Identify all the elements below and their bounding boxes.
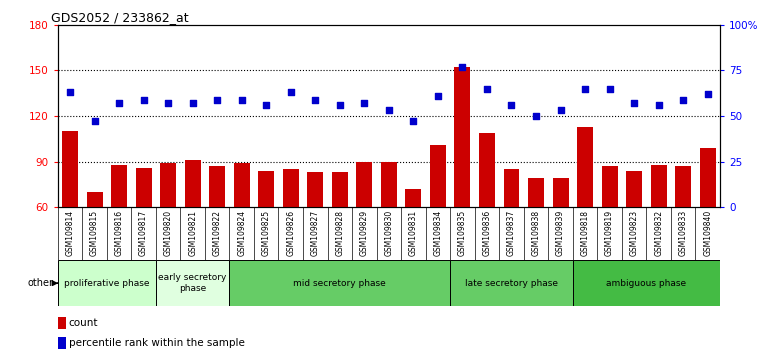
Point: [236, 97, 248, 102]
Text: count: count: [69, 318, 99, 329]
Bar: [58, 260, 156, 306]
Point: [530, 113, 542, 119]
Bar: [405, 189, 421, 298]
Point: [480, 86, 493, 91]
Point: [358, 100, 370, 106]
Bar: [626, 171, 642, 298]
Text: GSM109825: GSM109825: [262, 210, 271, 256]
Bar: [601, 166, 618, 298]
Bar: [528, 178, 544, 298]
Bar: [58, 337, 66, 349]
Text: early secretory
phase: early secretory phase: [159, 274, 227, 293]
Bar: [454, 67, 470, 298]
Text: GSM109824: GSM109824: [237, 210, 246, 256]
Bar: [332, 172, 348, 298]
Text: GSM109819: GSM109819: [605, 210, 614, 256]
Point: [604, 86, 616, 91]
Text: GSM109839: GSM109839: [556, 210, 565, 256]
Bar: [209, 166, 225, 298]
Text: GSM109815: GSM109815: [90, 210, 99, 256]
Text: proliferative phase: proliferative phase: [64, 279, 149, 288]
Text: GSM109831: GSM109831: [409, 210, 418, 256]
Text: GSM109836: GSM109836: [483, 210, 491, 256]
Text: other: other: [28, 278, 54, 288]
Text: GDS2052 / 233862_at: GDS2052 / 233862_at: [51, 11, 189, 24]
Text: GSM109822: GSM109822: [213, 210, 222, 256]
Text: ambiguous phase: ambiguous phase: [606, 279, 686, 288]
Point: [211, 97, 223, 102]
Bar: [479, 133, 495, 298]
Text: GSM109833: GSM109833: [678, 210, 688, 256]
Bar: [450, 260, 573, 306]
Text: GSM109840: GSM109840: [703, 210, 712, 256]
Bar: [58, 318, 66, 329]
Point: [186, 100, 199, 106]
Point: [333, 102, 346, 108]
Point: [89, 119, 101, 124]
Point: [677, 97, 689, 102]
Text: GSM109823: GSM109823: [630, 210, 638, 256]
Text: late secretory phase: late secretory phase: [465, 279, 558, 288]
Point: [432, 93, 444, 99]
Bar: [675, 166, 691, 298]
Point: [162, 100, 174, 106]
Bar: [553, 178, 568, 298]
Point: [505, 102, 517, 108]
Text: GSM109832: GSM109832: [654, 210, 663, 256]
Text: GSM109830: GSM109830: [384, 210, 393, 256]
Text: GSM109817: GSM109817: [139, 210, 148, 256]
Point: [554, 108, 567, 113]
Bar: [136, 167, 152, 298]
Bar: [62, 131, 78, 298]
Text: GSM109834: GSM109834: [434, 210, 443, 256]
Bar: [700, 148, 715, 298]
Text: GSM109828: GSM109828: [335, 210, 344, 256]
Text: GSM109826: GSM109826: [286, 210, 295, 256]
Text: GSM109814: GSM109814: [65, 210, 75, 256]
Text: GSM109818: GSM109818: [581, 210, 590, 256]
Point: [113, 100, 126, 106]
Bar: [577, 127, 593, 298]
Point: [64, 90, 76, 95]
Bar: [111, 165, 127, 298]
Bar: [160, 163, 176, 298]
Bar: [381, 161, 397, 298]
Point: [652, 102, 665, 108]
Bar: [156, 260, 229, 306]
Bar: [234, 163, 249, 298]
Point: [137, 97, 149, 102]
Point: [457, 64, 469, 69]
Point: [407, 119, 420, 124]
Bar: [258, 171, 274, 298]
Bar: [185, 160, 201, 298]
Text: mid secretory phase: mid secretory phase: [293, 279, 387, 288]
Text: GSM109821: GSM109821: [188, 210, 197, 256]
Bar: [504, 169, 520, 298]
Point: [285, 90, 297, 95]
Bar: [307, 172, 323, 298]
Bar: [86, 192, 102, 298]
Point: [309, 97, 321, 102]
Text: GSM109820: GSM109820: [163, 210, 172, 256]
Point: [260, 102, 273, 108]
Bar: [283, 169, 299, 298]
Text: GSM109816: GSM109816: [115, 210, 123, 256]
Text: GSM109829: GSM109829: [360, 210, 369, 256]
Text: GSM109827: GSM109827: [311, 210, 320, 256]
Text: GSM109835: GSM109835: [458, 210, 467, 256]
Text: percentile rank within the sample: percentile rank within the sample: [69, 338, 245, 348]
Point: [579, 86, 591, 91]
Point: [628, 100, 641, 106]
Bar: [357, 161, 373, 298]
Text: GSM109838: GSM109838: [531, 210, 541, 256]
Bar: [229, 260, 450, 306]
Bar: [573, 260, 720, 306]
Bar: [430, 145, 446, 298]
Text: GSM109837: GSM109837: [507, 210, 516, 256]
Point: [701, 91, 714, 97]
Bar: [651, 165, 667, 298]
Point: [383, 108, 395, 113]
